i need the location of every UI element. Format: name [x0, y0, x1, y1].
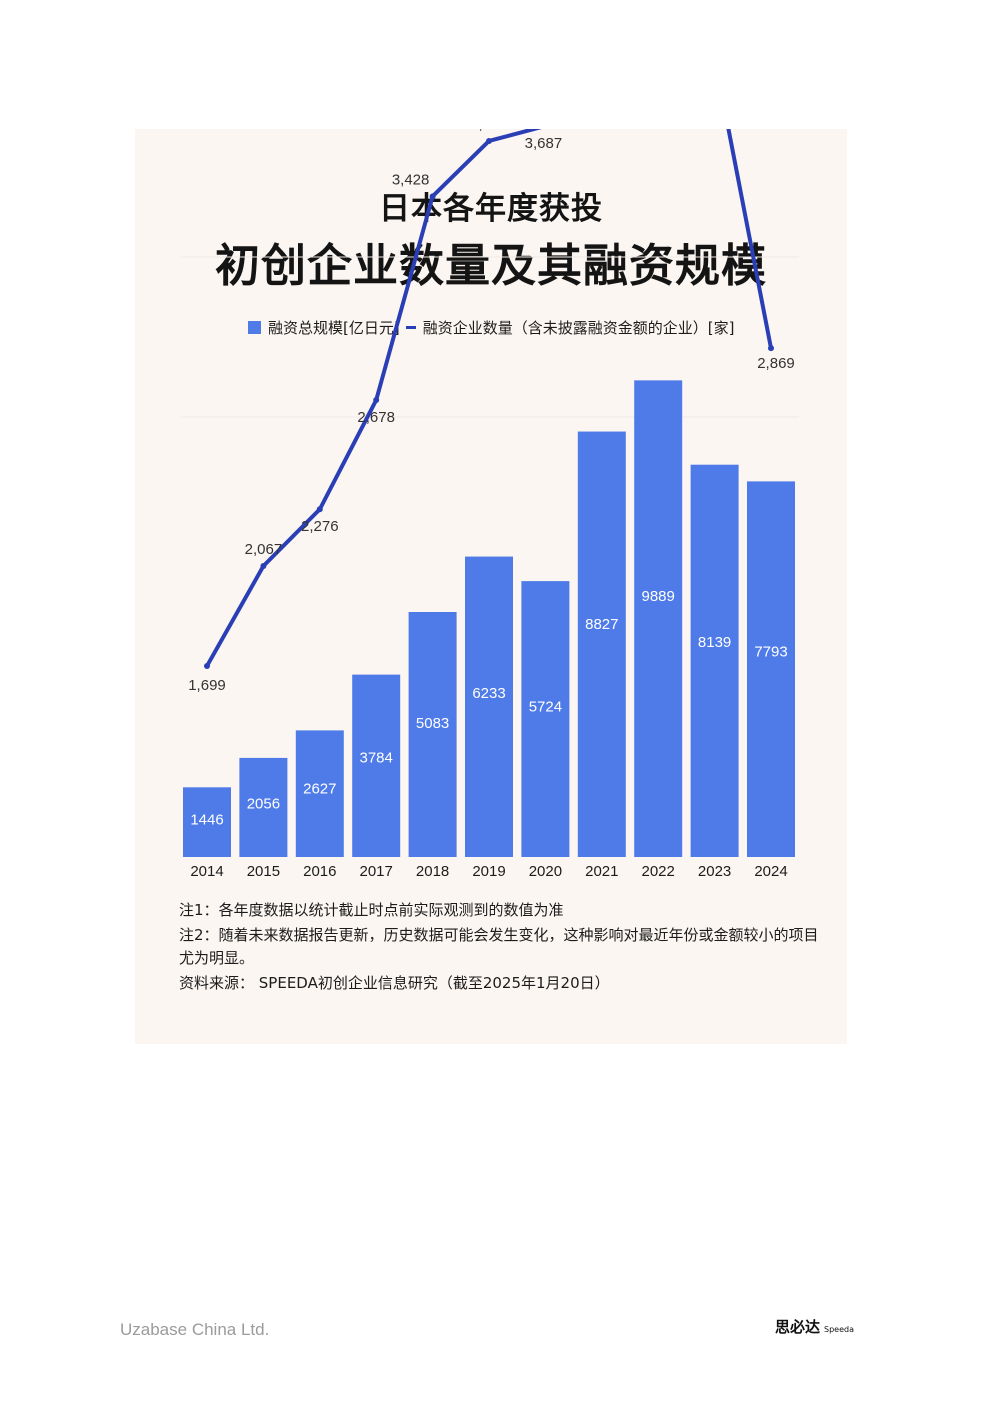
- bar-label-2022: 9889: [642, 588, 675, 605]
- legend-bar-label: 融资总规模[亿日元]: [268, 318, 400, 337]
- bar-label-2020: 5724: [529, 698, 562, 715]
- notes-block: 注1：各年度数据以统计截止时点前实际观测到的数值为准 注2：随着未来数据报告更新…: [179, 899, 819, 997]
- chart-card: 日本各年度获投 初创企业数量及其融资规模 融资总规模[亿日元] 融资企业数量（含…: [135, 129, 847, 1044]
- x-tick-2015: 2015: [247, 863, 280, 880]
- line-point-2016: [316, 506, 323, 513]
- line-label-2020: 3,687: [525, 135, 563, 152]
- x-tick-2020: 2020: [529, 863, 562, 880]
- brand-logo: 思必达 Speeda: [775, 1316, 854, 1337]
- bar-2024: [747, 481, 795, 857]
- line-point-2017: [373, 397, 380, 404]
- bar-label-2014: 1446: [190, 812, 223, 829]
- bar-2023: [690, 464, 739, 857]
- bar-label-2016: 2627: [303, 780, 336, 797]
- note-2: 注2：随着未来数据报告更新，历史数据可能会发生变化，这种影响对最近年份或金额较小…: [179, 926, 819, 967]
- legend-line-swatch: [405, 325, 416, 329]
- line-label-2016: 2,276: [301, 518, 339, 535]
- bar-label-2019: 6233: [472, 685, 505, 702]
- bar-2017: [352, 674, 401, 857]
- x-tick-2017: 2017: [360, 863, 393, 880]
- brand-small: Speeda: [824, 1325, 854, 1334]
- line-point-2019: [486, 137, 492, 144]
- line-point-2014: [204, 662, 210, 669]
- bar-2019: [465, 556, 513, 857]
- x-tick-2021: 2021: [585, 863, 618, 880]
- bar-2022: [634, 380, 683, 857]
- line-label-2024: 2,869: [757, 355, 795, 372]
- line-label-2017: 2,678: [357, 409, 395, 426]
- x-tick-2016: 2016: [303, 863, 336, 880]
- line-point-2018: [429, 193, 436, 200]
- source-note: 资料来源： SPEEDA初创企业信息研究（截至2025年1月20日）: [179, 974, 610, 992]
- bar-label-2021: 8827: [585, 616, 618, 633]
- bar-2016: [295, 730, 344, 857]
- bar-label-2017: 3784: [360, 750, 393, 767]
- bar-label-2023: 8139: [698, 634, 731, 651]
- x-tick-2019: 2019: [472, 863, 505, 880]
- chart-legend: 融资总规模[亿日元] 融资企业数量（含未披露融资金额的企业）[家]: [248, 317, 734, 337]
- chart-title-line1: 日本各年度获投: [379, 191, 603, 227]
- x-tick-2024: 2024: [754, 863, 787, 880]
- line-label-2014: 1,699: [188, 677, 226, 694]
- legend-line-label: 融资企业数量（含未披露融资金额的企业）[家]: [422, 318, 735, 337]
- line-label-2015: 2,067: [245, 541, 283, 558]
- x-tick-2018: 2018: [416, 863, 449, 880]
- brand-name: 思必达: [775, 1318, 821, 1336]
- company-name: Uzabase China Ltd.: [120, 1320, 270, 1339]
- bar-label-2015: 2056: [247, 795, 280, 812]
- bar-label-2024: 7793: [754, 643, 787, 660]
- bar-2018: [408, 611, 457, 857]
- bar-2020: [521, 581, 570, 857]
- x-tick-2014: 2014: [190, 863, 223, 880]
- x-tick-2023: 2023: [698, 863, 731, 880]
- note-1: 注1：各年度数据以统计截止时点前实际观测到的数值为准: [179, 901, 564, 919]
- bar-2015: [239, 757, 288, 857]
- bar-2021: [577, 431, 626, 857]
- bar-2014: [183, 787, 231, 857]
- x-tick-2022: 2022: [642, 863, 675, 880]
- line-point-2024: [768, 345, 774, 352]
- line-label-2018: 3,428: [392, 171, 430, 188]
- line-point-2015: [260, 563, 267, 570]
- chart-title-line2: 初创企业数量及其融资规模: [214, 239, 767, 292]
- legend-bar-swatch: [248, 320, 261, 334]
- combo-chart: 1446 2014 2056 2015 2627 2016 3784 2017 5083 2018…: [181, 129, 799, 880]
- line-label-2019: 3,632: [470, 129, 508, 133]
- bar-label-2018: 5083: [416, 715, 449, 732]
